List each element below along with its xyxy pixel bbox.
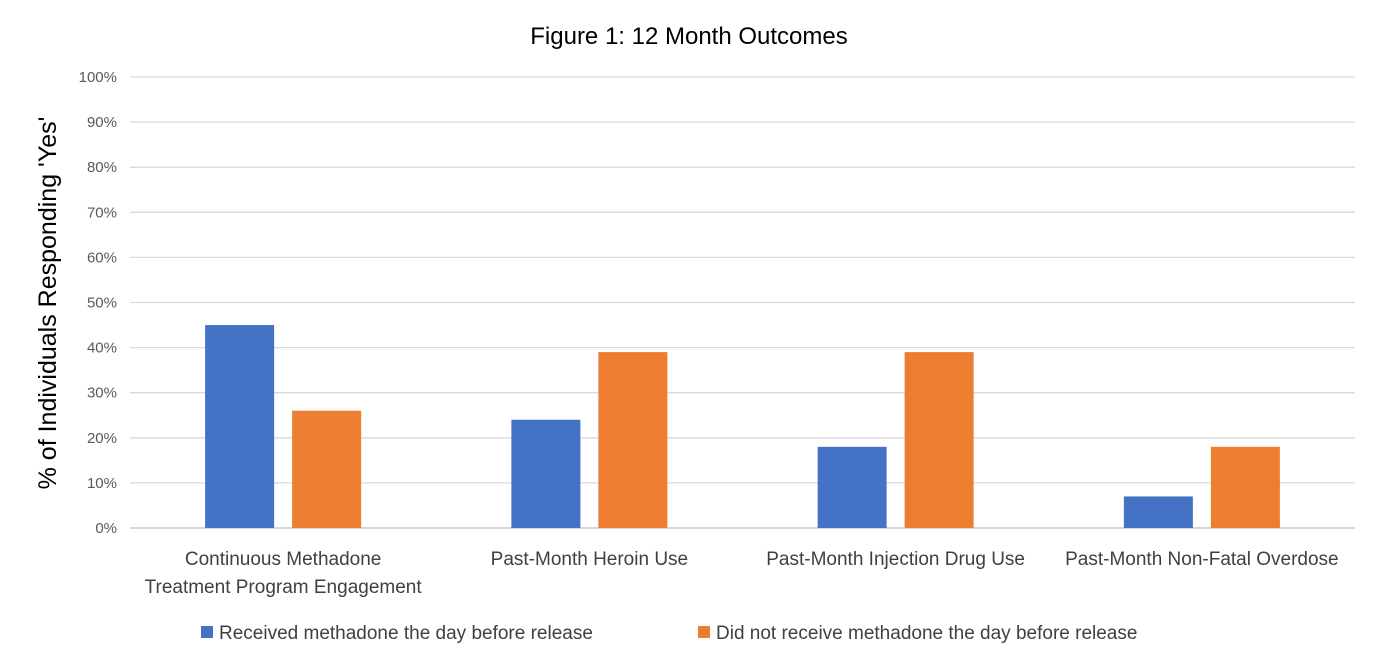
bar <box>1123 496 1193 528</box>
y-tick-label: 70% <box>87 204 117 221</box>
y-tick-label: 30% <box>87 385 117 402</box>
y-tick-label: 100% <box>79 69 117 86</box>
x-axis-categories: Continuous Methadone Treatment Program En… <box>145 549 1339 598</box>
legend-label: Received methadone the day before releas… <box>219 623 593 644</box>
x-category-label: Past-Month Non-Fatal Overdose <box>1065 549 1339 570</box>
legend: Received methadone the day before releas… <box>201 623 1137 644</box>
y-tick-label: 20% <box>87 430 117 447</box>
x-category-label-line: Continuous Methadone <box>185 549 381 570</box>
y-tick-label: 90% <box>87 114 117 131</box>
y-axis-ticks: 0% 10% 20% 30% 40% 50% 60% 70% 80% 90% 100% <box>79 69 117 537</box>
x-category-label: Continuous Methadone Treatment Program En… <box>145 549 423 598</box>
x-category-label-line: Past-Month Non-Fatal Overdose <box>1065 549 1339 570</box>
y-tick-label: 80% <box>87 159 117 176</box>
legend-swatch <box>698 626 710 638</box>
y-tick-label: 40% <box>87 340 117 357</box>
bar <box>511 419 581 528</box>
legend-label: Did not receive methadone the day before… <box>716 623 1137 644</box>
bar <box>904 352 974 528</box>
x-category-label-line: Treatment Program Engagement <box>145 577 423 598</box>
y-axis-label: % of Individuals Responding 'Yes' <box>34 117 62 490</box>
y-tick-label: 0% <box>95 520 117 537</box>
y-tick-label: 10% <box>87 475 117 492</box>
x-category-label: Past-Month Heroin Use <box>491 549 688 570</box>
x-category-label: Past-Month Injection Drug Use <box>766 549 1025 570</box>
x-category-label-line: Past-Month Heroin Use <box>491 549 688 570</box>
bar <box>1210 446 1280 528</box>
legend-swatch <box>201 626 213 638</box>
x-category-label-line: Past-Month Injection Drug Use <box>766 549 1025 570</box>
y-tick-label: 60% <box>87 249 117 266</box>
y-tick-label: 50% <box>87 295 117 312</box>
bar <box>292 410 362 528</box>
bars <box>205 325 1280 528</box>
bar <box>598 352 668 528</box>
bar <box>817 446 887 528</box>
bar <box>205 325 275 528</box>
chart-title: Figure 1: 12 Month Outcomes <box>530 23 847 50</box>
